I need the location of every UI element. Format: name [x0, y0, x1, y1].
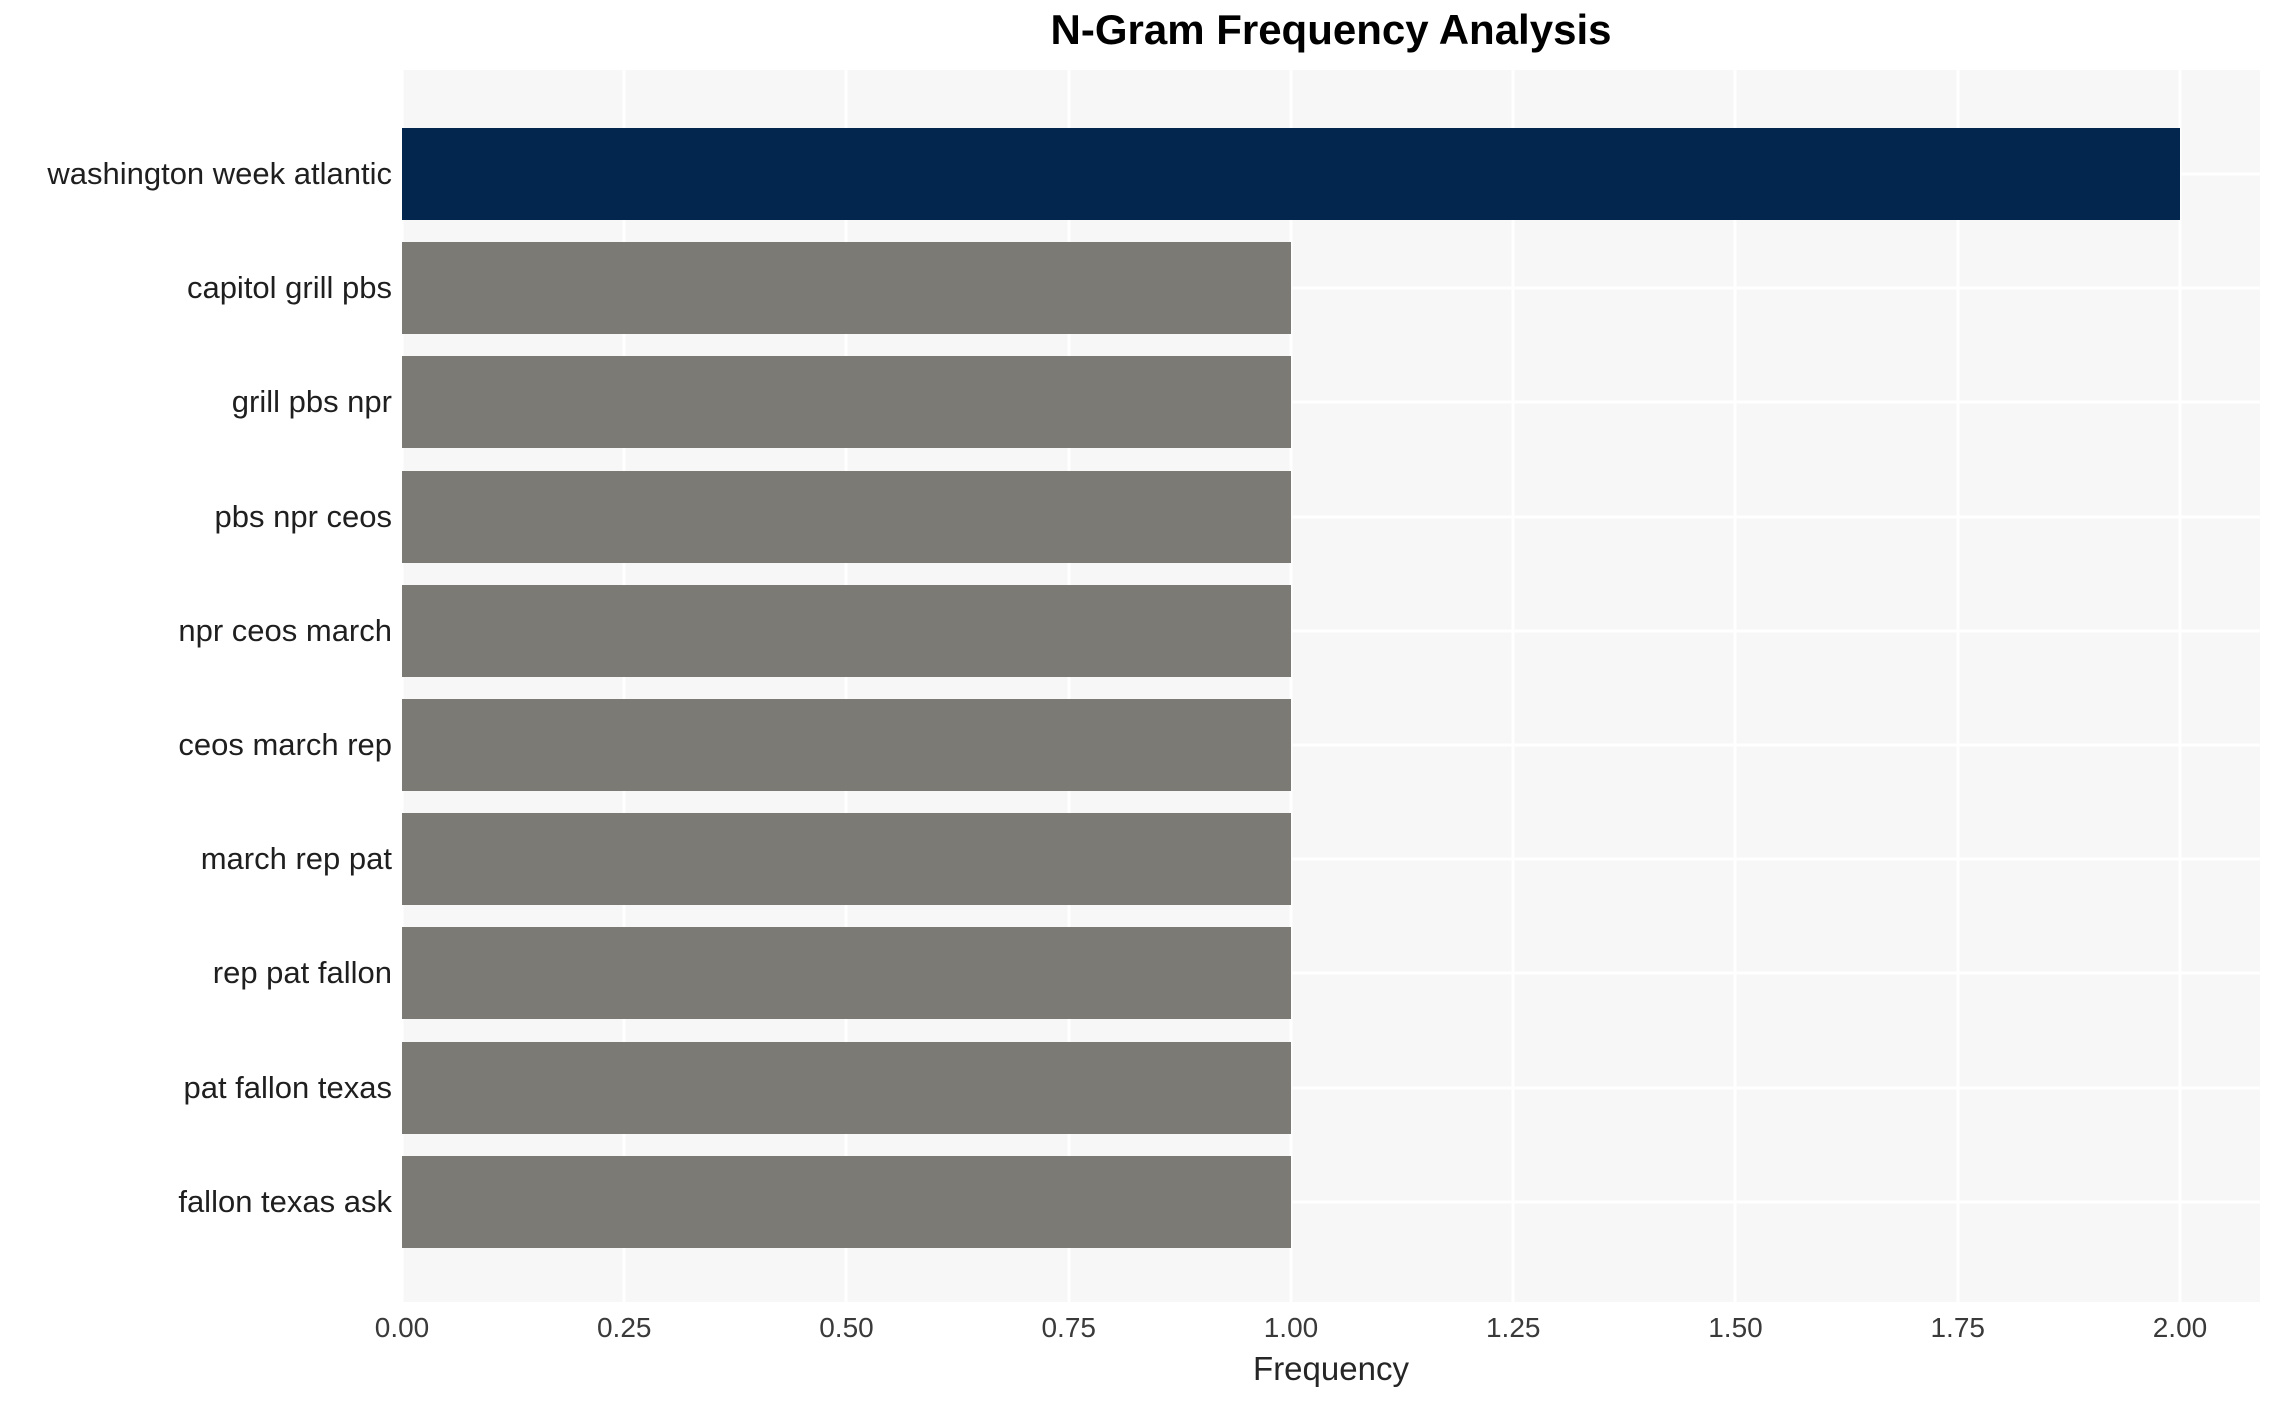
frequency-bar-pbs-npr-ceos: [402, 470, 1291, 563]
y-label-row: rep pat fallon: [0, 916, 392, 1030]
y-label-row: npr ceos march: [0, 574, 392, 688]
x-tick-label: 1.75: [1930, 1312, 1985, 1343]
y-label-row: ceos march rep: [0, 688, 392, 802]
frequency-bar-npr-ceos-march: [402, 584, 1291, 677]
x-tick-label: 1.50: [1708, 1312, 1763, 1343]
y-axis-category-label: capitol grill pbs: [186, 270, 392, 306]
horizontal-gridline: [402, 1200, 2260, 1204]
horizontal-gridline: [402, 629, 2260, 633]
bar-row: [402, 460, 2260, 574]
vertical-gridline: [2178, 70, 2182, 1302]
y-label-row: pat fallon texas: [0, 1031, 392, 1145]
frequency-bar-rep-pat-fallon: [402, 927, 1291, 1020]
y-axis-category-label: fallon texas ask: [178, 1183, 392, 1219]
bar-row: [402, 688, 2260, 802]
frequency-bar-grill-pbs-npr: [402, 356, 1291, 449]
frequency-bar-capitol-grill-pbs: [402, 242, 1291, 335]
y-label-row: march rep pat: [0, 802, 392, 916]
horizontal-gridline: [402, 515, 2260, 519]
y-axis-category-label: npr ceos march: [178, 612, 392, 648]
y-axis-category-label: grill pbs npr: [231, 384, 392, 420]
y-label-row: grill pbs npr: [0, 345, 392, 459]
chart-title: N-Gram Frequency Analysis: [1050, 6, 1612, 53]
bar-row: [402, 574, 2260, 688]
x-tick-label: 1.25: [1485, 1312, 1541, 1343]
bar-row: [402, 1145, 2260, 1259]
x-axis-label: Frequency: [1253, 1350, 1409, 1387]
x-tick-label: 0.50: [819, 1312, 874, 1343]
x-tick-label: 2.00: [2152, 1312, 2208, 1343]
bar-row: [402, 1031, 2260, 1145]
vertical-gridline: [1956, 70, 1960, 1302]
y-axis-labels: washington week atlantic capitol grill pb…: [0, 70, 402, 1302]
x-tick-label: 0.75: [1041, 1312, 1096, 1343]
vertical-gridline: [1511, 70, 1515, 1302]
frequency-bar-washington-week-atlantic: [402, 128, 2180, 221]
bar-row: [402, 802, 2260, 916]
x-tick-label: 0.00: [374, 1312, 430, 1343]
vertical-gridline: [1067, 70, 1071, 1302]
bar-row: [402, 117, 2260, 231]
vertical-gridline: [1289, 70, 1293, 1302]
y-label-row: capitol grill pbs: [0, 231, 392, 345]
frequency-bar-pat-fallon-texas: [402, 1041, 1291, 1134]
horizontal-gridline: [402, 971, 2260, 975]
y-axis-category-label: ceos march rep: [178, 727, 392, 763]
bar-row: [402, 345, 2260, 459]
y-axis-category-label: pbs npr ceos: [214, 498, 393, 534]
bar-row: [402, 231, 2260, 345]
horizontal-gridline: [402, 857, 2260, 861]
bar-row: [402, 916, 2260, 1030]
horizontal-gridline: [402, 1086, 2260, 1090]
y-axis-category-label: washington week atlantic: [47, 156, 392, 192]
vertical-gridline: [400, 70, 404, 1302]
y-label-row: washington week atlantic: [0, 117, 392, 231]
vertical-gridline: [622, 70, 626, 1302]
x-tick-label: 1.00: [1263, 1312, 1319, 1343]
x-tick-label: 0.25: [596, 1312, 652, 1343]
horizontal-gridline: [402, 400, 2260, 404]
frequency-bar-fallon-texas-ask: [402, 1155, 1291, 1248]
frequency-bar-march-rep-pat: [402, 813, 1291, 906]
frequency-bar-ceos-march-rep: [402, 699, 1291, 792]
vertical-gridline: [1733, 70, 1737, 1302]
y-axis-category-label: march rep pat: [200, 841, 392, 877]
x-axis-ticks: 0.00 0.25 0.50 0.75 1.00 1.25 1.50 1.75 2.00: [375, 1302, 2260, 1346]
vertical-gridline: [844, 70, 848, 1302]
horizontal-gridline: [402, 743, 2260, 747]
y-axis-category-label: pat fallon texas: [183, 1069, 392, 1105]
horizontal-gridline: [402, 286, 2260, 290]
y-label-row: pbs npr ceos: [0, 460, 393, 574]
y-label-row: fallon texas ask: [0, 1145, 392, 1259]
plot-area: [400, 70, 2260, 1302]
y-axis-category-label: rep pat fallon: [212, 955, 392, 991]
